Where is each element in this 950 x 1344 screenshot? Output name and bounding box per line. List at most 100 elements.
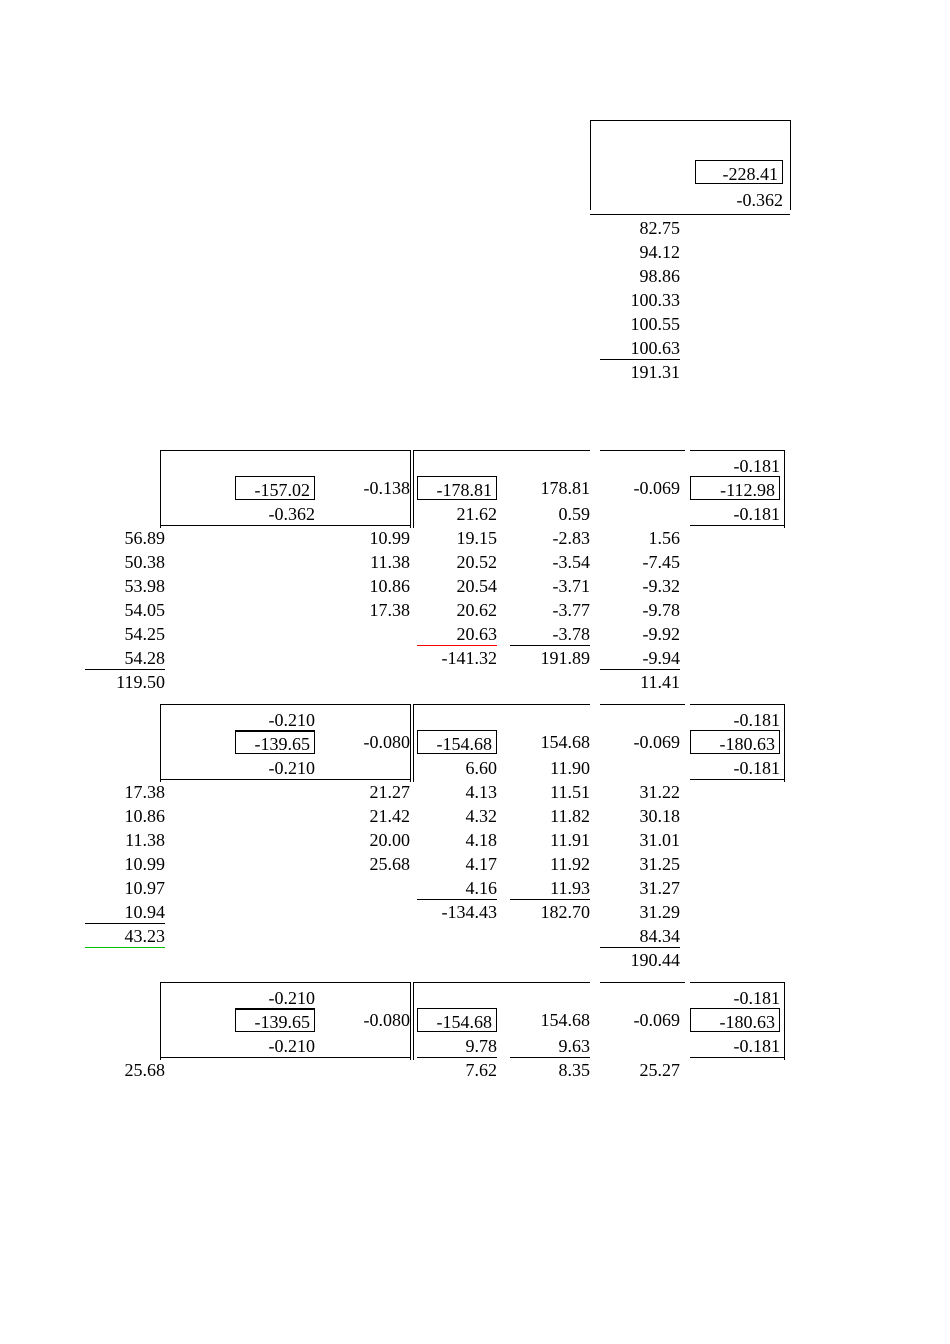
c4-r: 191.89 — [510, 646, 590, 670]
c1-box: -157.02 — [235, 476, 315, 500]
rule — [85, 947, 165, 948]
top-box: -228.41 — [695, 160, 783, 184]
c4-r: -2.83 — [510, 526, 590, 550]
top-col: 191.31 — [600, 360, 680, 384]
rule-v — [413, 704, 414, 782]
rule-v — [410, 982, 411, 1060]
c5-r: 84.34 — [600, 924, 680, 948]
c6-top: -0.181 — [690, 986, 780, 1010]
rule — [600, 704, 685, 705]
l0-col: 10.94 — [85, 900, 165, 924]
c2-val: -0.080 — [330, 730, 410, 754]
mcol: 11.38 — [330, 550, 410, 574]
rule — [160, 704, 410, 705]
rule — [160, 1057, 410, 1058]
rule-v — [160, 704, 161, 782]
c4-r: 11.51 — [510, 780, 590, 804]
c4-val: 154.68 — [510, 1008, 590, 1032]
c4-r: 11.90 — [510, 756, 590, 780]
c6-below: -0.181 — [690, 502, 780, 526]
rule-v — [784, 704, 785, 782]
l0-col: 53.98 — [85, 574, 165, 598]
rule — [413, 450, 590, 451]
rule — [590, 214, 790, 215]
c4-r: 11.82 — [510, 804, 590, 828]
c3-r: -141.32 — [417, 646, 497, 670]
rule-v — [784, 450, 785, 528]
c5-r: 31.27 — [600, 876, 680, 900]
c4-r: 11.91 — [510, 828, 590, 852]
c1-box: -139.65 — [235, 730, 315, 754]
rule — [600, 947, 680, 948]
c5-r: 190.44 — [600, 948, 680, 972]
c6-top: -0.181 — [690, 454, 780, 478]
c4-r: 9.63 — [510, 1034, 590, 1058]
c4-r: -3.77 — [510, 598, 590, 622]
c1-above: -0.210 — [235, 708, 315, 732]
l0-col: 54.28 — [85, 646, 165, 670]
rule — [590, 120, 790, 121]
l0-col: 50.38 — [85, 550, 165, 574]
top-col: 100.63 — [600, 336, 680, 360]
l0-col: 43.23 — [85, 924, 165, 948]
rule-v — [160, 450, 161, 528]
c3-r: 4.16 — [417, 876, 497, 900]
c3-r: 20.52 — [417, 550, 497, 574]
c4-r: -3.71 — [510, 574, 590, 598]
rule — [690, 525, 784, 526]
top-col: 100.33 — [600, 288, 680, 312]
c3-r: 19.15 — [417, 526, 497, 550]
c4-r: 11.93 — [510, 876, 590, 900]
rule — [690, 450, 784, 451]
c6-box: -180.63 — [690, 1008, 780, 1032]
rule-v — [790, 120, 791, 210]
rule-v — [784, 982, 785, 1060]
top-col: 100.55 — [600, 312, 680, 336]
c1-below: -0.210 — [235, 756, 315, 780]
rule — [417, 645, 497, 646]
c2-val: -0.138 — [330, 476, 410, 500]
rule — [160, 450, 410, 451]
c3-r: 4.13 — [417, 780, 497, 804]
c5-r: -9.94 — [600, 646, 680, 670]
rule-v — [160, 982, 161, 1060]
rule — [417, 1057, 497, 1058]
l0-col: 10.97 — [85, 876, 165, 900]
c5-r: -9.32 — [600, 574, 680, 598]
top-col: 94.12 — [600, 240, 680, 264]
c5-r: 1.56 — [600, 526, 680, 550]
c5-r: 31.29 — [600, 900, 680, 924]
c6-below: -0.181 — [690, 1034, 780, 1058]
mcol: 25.68 — [330, 852, 410, 876]
c3-r: 4.18 — [417, 828, 497, 852]
rule — [160, 982, 410, 983]
c5-val: -0.069 — [600, 476, 680, 500]
c5-r: 30.18 — [600, 804, 680, 828]
l0-col: 11.38 — [85, 828, 165, 852]
c4-val: 178.81 — [510, 476, 590, 500]
c3-r: 20.63 — [417, 622, 497, 646]
c5-r: 25.27 — [600, 1058, 680, 1082]
rule — [510, 1057, 590, 1058]
rule — [600, 669, 680, 670]
c6-box: -112.98 — [690, 476, 780, 500]
c5-r: -9.92 — [600, 622, 680, 646]
mcol: 20.00 — [330, 828, 410, 852]
c4-r: 8.35 — [510, 1058, 590, 1082]
c3-r: 7.62 — [417, 1058, 497, 1082]
rule — [690, 704, 784, 705]
rule-v — [410, 450, 411, 528]
l0-col: 25.68 — [85, 1058, 165, 1082]
rule-v — [413, 982, 414, 1060]
rule — [690, 1057, 784, 1058]
c4-r: 0.59 — [510, 502, 590, 526]
c6-below: -0.181 — [690, 756, 780, 780]
c3-r: 21.62 — [417, 502, 497, 526]
top-col: 82.75 — [600, 216, 680, 240]
l0-col: 56.89 — [85, 526, 165, 550]
c2-val: -0.080 — [330, 1008, 410, 1032]
c1-box: -139.65 — [235, 1008, 315, 1032]
c5-r: 31.22 — [600, 780, 680, 804]
top-val: -0.362 — [695, 188, 783, 212]
c5-r: 31.01 — [600, 828, 680, 852]
